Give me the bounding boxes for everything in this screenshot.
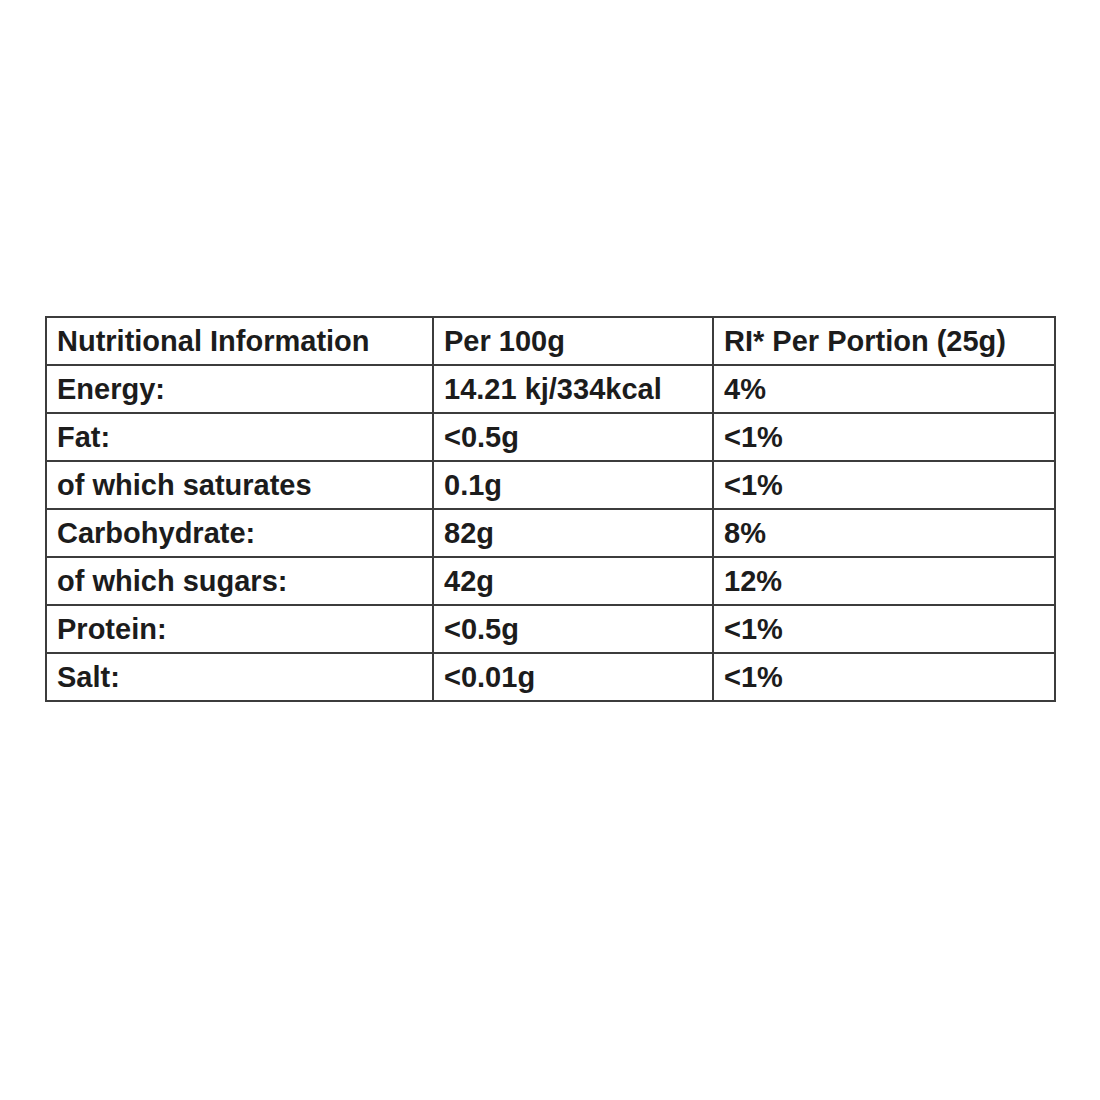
- nutrient-label: Carbohydrate:: [46, 509, 433, 557]
- ri-portion-value: 8%: [713, 509, 1055, 557]
- per-100g-value: 82g: [433, 509, 713, 557]
- ri-portion-value: <1%: [713, 653, 1055, 701]
- ri-portion-value: 4%: [713, 365, 1055, 413]
- nutrition-table: Nutritional Information Per 100g RI* Per…: [45, 316, 1056, 702]
- nutrient-label: Fat:: [46, 413, 433, 461]
- per-100g-value: <0.01g: [433, 653, 713, 701]
- table-row: Energy: 14.21 kj/334kcal 4%: [46, 365, 1055, 413]
- header-nutritional-information: Nutritional Information: [46, 317, 433, 365]
- header-ri-per-portion: RI* Per Portion (25g): [713, 317, 1055, 365]
- table-row: Protein: <0.5g <1%: [46, 605, 1055, 653]
- nutrient-label: Protein:: [46, 605, 433, 653]
- ri-portion-value: 12%: [713, 557, 1055, 605]
- nutrient-label: of which saturates: [46, 461, 433, 509]
- per-100g-value: 42g: [433, 557, 713, 605]
- header-per-100g: Per 100g: [433, 317, 713, 365]
- table-row: of which sugars: 42g 12%: [46, 557, 1055, 605]
- table-row: Carbohydrate: 82g 8%: [46, 509, 1055, 557]
- per-100g-value: 14.21 kj/334kcal: [433, 365, 713, 413]
- table-header-row: Nutritional Information Per 100g RI* Per…: [46, 317, 1055, 365]
- table-row: of which saturates 0.1g <1%: [46, 461, 1055, 509]
- ri-portion-value: <1%: [713, 413, 1055, 461]
- table-row: Salt: <0.01g <1%: [46, 653, 1055, 701]
- per-100g-value: 0.1g: [433, 461, 713, 509]
- nutrient-label: of which sugars:: [46, 557, 433, 605]
- per-100g-value: <0.5g: [433, 413, 713, 461]
- ri-portion-value: <1%: [713, 605, 1055, 653]
- ri-portion-value: <1%: [713, 461, 1055, 509]
- nutrient-label: Salt:: [46, 653, 433, 701]
- table-row: Fat: <0.5g <1%: [46, 413, 1055, 461]
- nutrient-label: Energy:: [46, 365, 433, 413]
- per-100g-value: <0.5g: [433, 605, 713, 653]
